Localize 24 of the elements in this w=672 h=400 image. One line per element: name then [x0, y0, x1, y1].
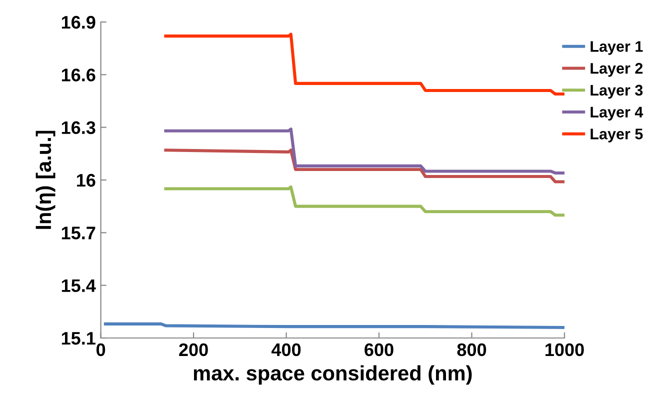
y-tick-label: 16.6	[62, 68, 96, 82]
x-tick-label: 400	[271, 343, 301, 356]
x-tick-label: 1000	[546, 343, 584, 356]
legend-label: Layer 3	[590, 84, 643, 99]
y-tick-label: 15.7	[62, 226, 96, 240]
y-tick-label: 16	[76, 174, 96, 187]
y-tick-label: 16.9	[62, 16, 96, 29]
line-series	[164, 148, 564, 184]
x-tick-label: 800	[457, 343, 486, 356]
x-tick-label: 200	[179, 343, 208, 356]
x-tick-label: 600	[364, 343, 394, 356]
line-series	[164, 32, 564, 96]
line-series	[164, 185, 564, 217]
y-tick-label: 16.3	[62, 121, 96, 134]
y-tick-label: 15.1	[62, 332, 96, 345]
x-axis-title: max. space considered (nm)	[194, 365, 472, 385]
line-series	[164, 128, 564, 175]
y-tick-label: 15.4	[62, 279, 96, 292]
legend-label: Layer 1	[590, 41, 643, 55]
legend-label: Layer 4	[590, 106, 644, 121]
legend-label: Layer 5	[590, 128, 643, 142]
y-axis-title: ln(η) [a.u.]	[36, 130, 56, 229]
x-tick-label: 0	[96, 343, 106, 356]
legend-label: Layer 2	[590, 62, 643, 77]
